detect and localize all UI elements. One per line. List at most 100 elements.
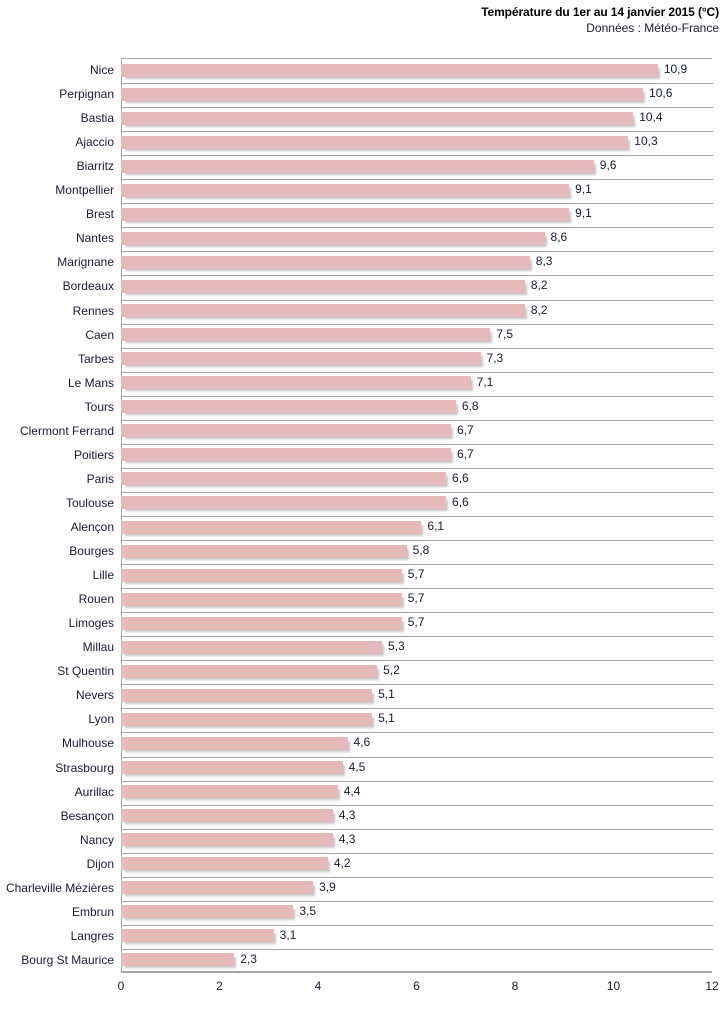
category-label: Perpignan [59,87,114,102]
bar[interactable] [121,183,570,197]
bar[interactable] [121,279,525,293]
bar[interactable] [121,616,402,630]
bar[interactable] [121,929,274,943]
bar[interactable] [121,207,570,221]
bar-track: 4,4 [121,780,712,804]
bar[interactable] [121,833,333,847]
bar[interactable] [121,400,456,414]
bar[interactable] [121,448,451,462]
category-label: Bourg St Maurice [21,952,114,967]
bar-row: Ajaccio 10,3 [0,130,727,154]
chart-header: Température du 1er au 14 janvier 2015 (°… [0,0,727,36]
category-label: Nantes [75,231,114,246]
x-tick-label: 6 [413,979,420,993]
category-separator-line [122,324,713,325]
category-label: Poitiers [73,447,114,462]
category-separator-line [122,612,713,613]
category-separator-line [122,83,713,84]
bar-value-label: 6,6 [452,494,469,509]
category-separator-line [122,131,713,132]
bar[interactable] [121,785,338,799]
bar-value-label: 6,1 [427,519,445,534]
bar-track: 4,2 [121,852,712,876]
category-label: Bastia [80,111,114,126]
bar[interactable] [121,376,471,390]
bar-row: Perpignan 10,6 [0,82,727,106]
category-separator-line [122,853,713,854]
bar-track: 3,1 [121,924,712,948]
bar-track: 5,1 [121,707,712,731]
category-label: Caen [85,327,114,342]
bar[interactable] [121,304,525,318]
category-separator-line [122,901,713,902]
bar-value-label: 3,9 [319,879,336,894]
category-label: Biarritz [76,159,114,174]
bar[interactable] [121,953,235,967]
bar[interactable] [121,664,378,678]
category-label: Nancy [79,832,114,847]
bar[interactable] [121,352,481,366]
x-axis-line [121,972,712,973]
bar[interactable] [121,857,328,871]
bar[interactable] [121,640,383,654]
bar[interactable] [121,881,314,895]
bar-track: 9,1 [121,178,712,202]
bar-row: Embrun 3,5 [0,900,727,924]
bar[interactable] [121,231,545,245]
category-label: Alençon [70,520,114,534]
bar-value-label: 6,6 [452,470,469,485]
bar[interactable] [121,905,294,919]
bar-value-label: 6,7 [456,422,474,437]
bar-value-label: 4,3 [338,807,356,822]
bar-row: Bordeaux 8,2 [0,274,727,298]
category-separator-line [122,372,713,373]
bar-track: 10,3 [121,130,712,154]
bar[interactable] [121,496,447,510]
bar[interactable] [121,520,422,534]
bar-value-label: 4,3 [338,831,356,846]
bar[interactable] [121,544,407,558]
bar[interactable] [121,111,634,125]
bar-value-label: 5,7 [407,615,425,630]
category-label: Dijon [86,856,114,871]
bar[interactable] [121,87,644,101]
bar-value-label: 4,4 [343,783,361,798]
category-separator-line [122,925,713,926]
bar-track: 7,1 [121,371,712,395]
bar[interactable] [121,255,530,269]
category-label: Langres [70,928,114,943]
bar[interactable] [121,592,402,606]
bar-track: 6,1 [121,515,712,539]
bar[interactable] [121,63,658,77]
bar-value-label: 7,1 [476,374,494,389]
bar-value-label: 8,2 [530,278,548,293]
category-separator-line [122,300,713,301]
bar-track: 4,5 [121,756,712,780]
category-separator-line [122,877,713,878]
bar[interactable] [121,159,594,173]
bar-value-label: 3,5 [299,903,317,918]
bar-value-label: 5,7 [407,591,425,606]
bar[interactable] [121,135,629,149]
category-label: Paris [86,471,114,486]
category-separator-line [122,179,713,180]
bar[interactable] [121,809,333,823]
bar[interactable] [121,568,402,582]
bar[interactable] [121,472,447,486]
bar[interactable] [121,328,491,342]
category-label: Mulhouse [61,736,114,751]
bar-row: Nice 10,9 [0,58,727,82]
bar[interactable] [121,424,451,438]
bar-track: 5,7 [121,587,712,611]
bar-row: Nevers 5,1 [0,683,727,707]
bar-row: Nantes 8,6 [0,226,727,250]
bar-track: 4,3 [121,804,712,828]
bar[interactable] [121,761,343,775]
bar-row: Aurillac 4,4 [0,780,727,804]
bar[interactable] [121,736,348,750]
bar[interactable] [121,712,373,726]
bar-track: 5,2 [121,659,712,683]
bar-row: Tarbes 7,3 [0,347,727,371]
bar[interactable] [121,688,373,702]
x-tick-label: 8 [511,979,519,993]
